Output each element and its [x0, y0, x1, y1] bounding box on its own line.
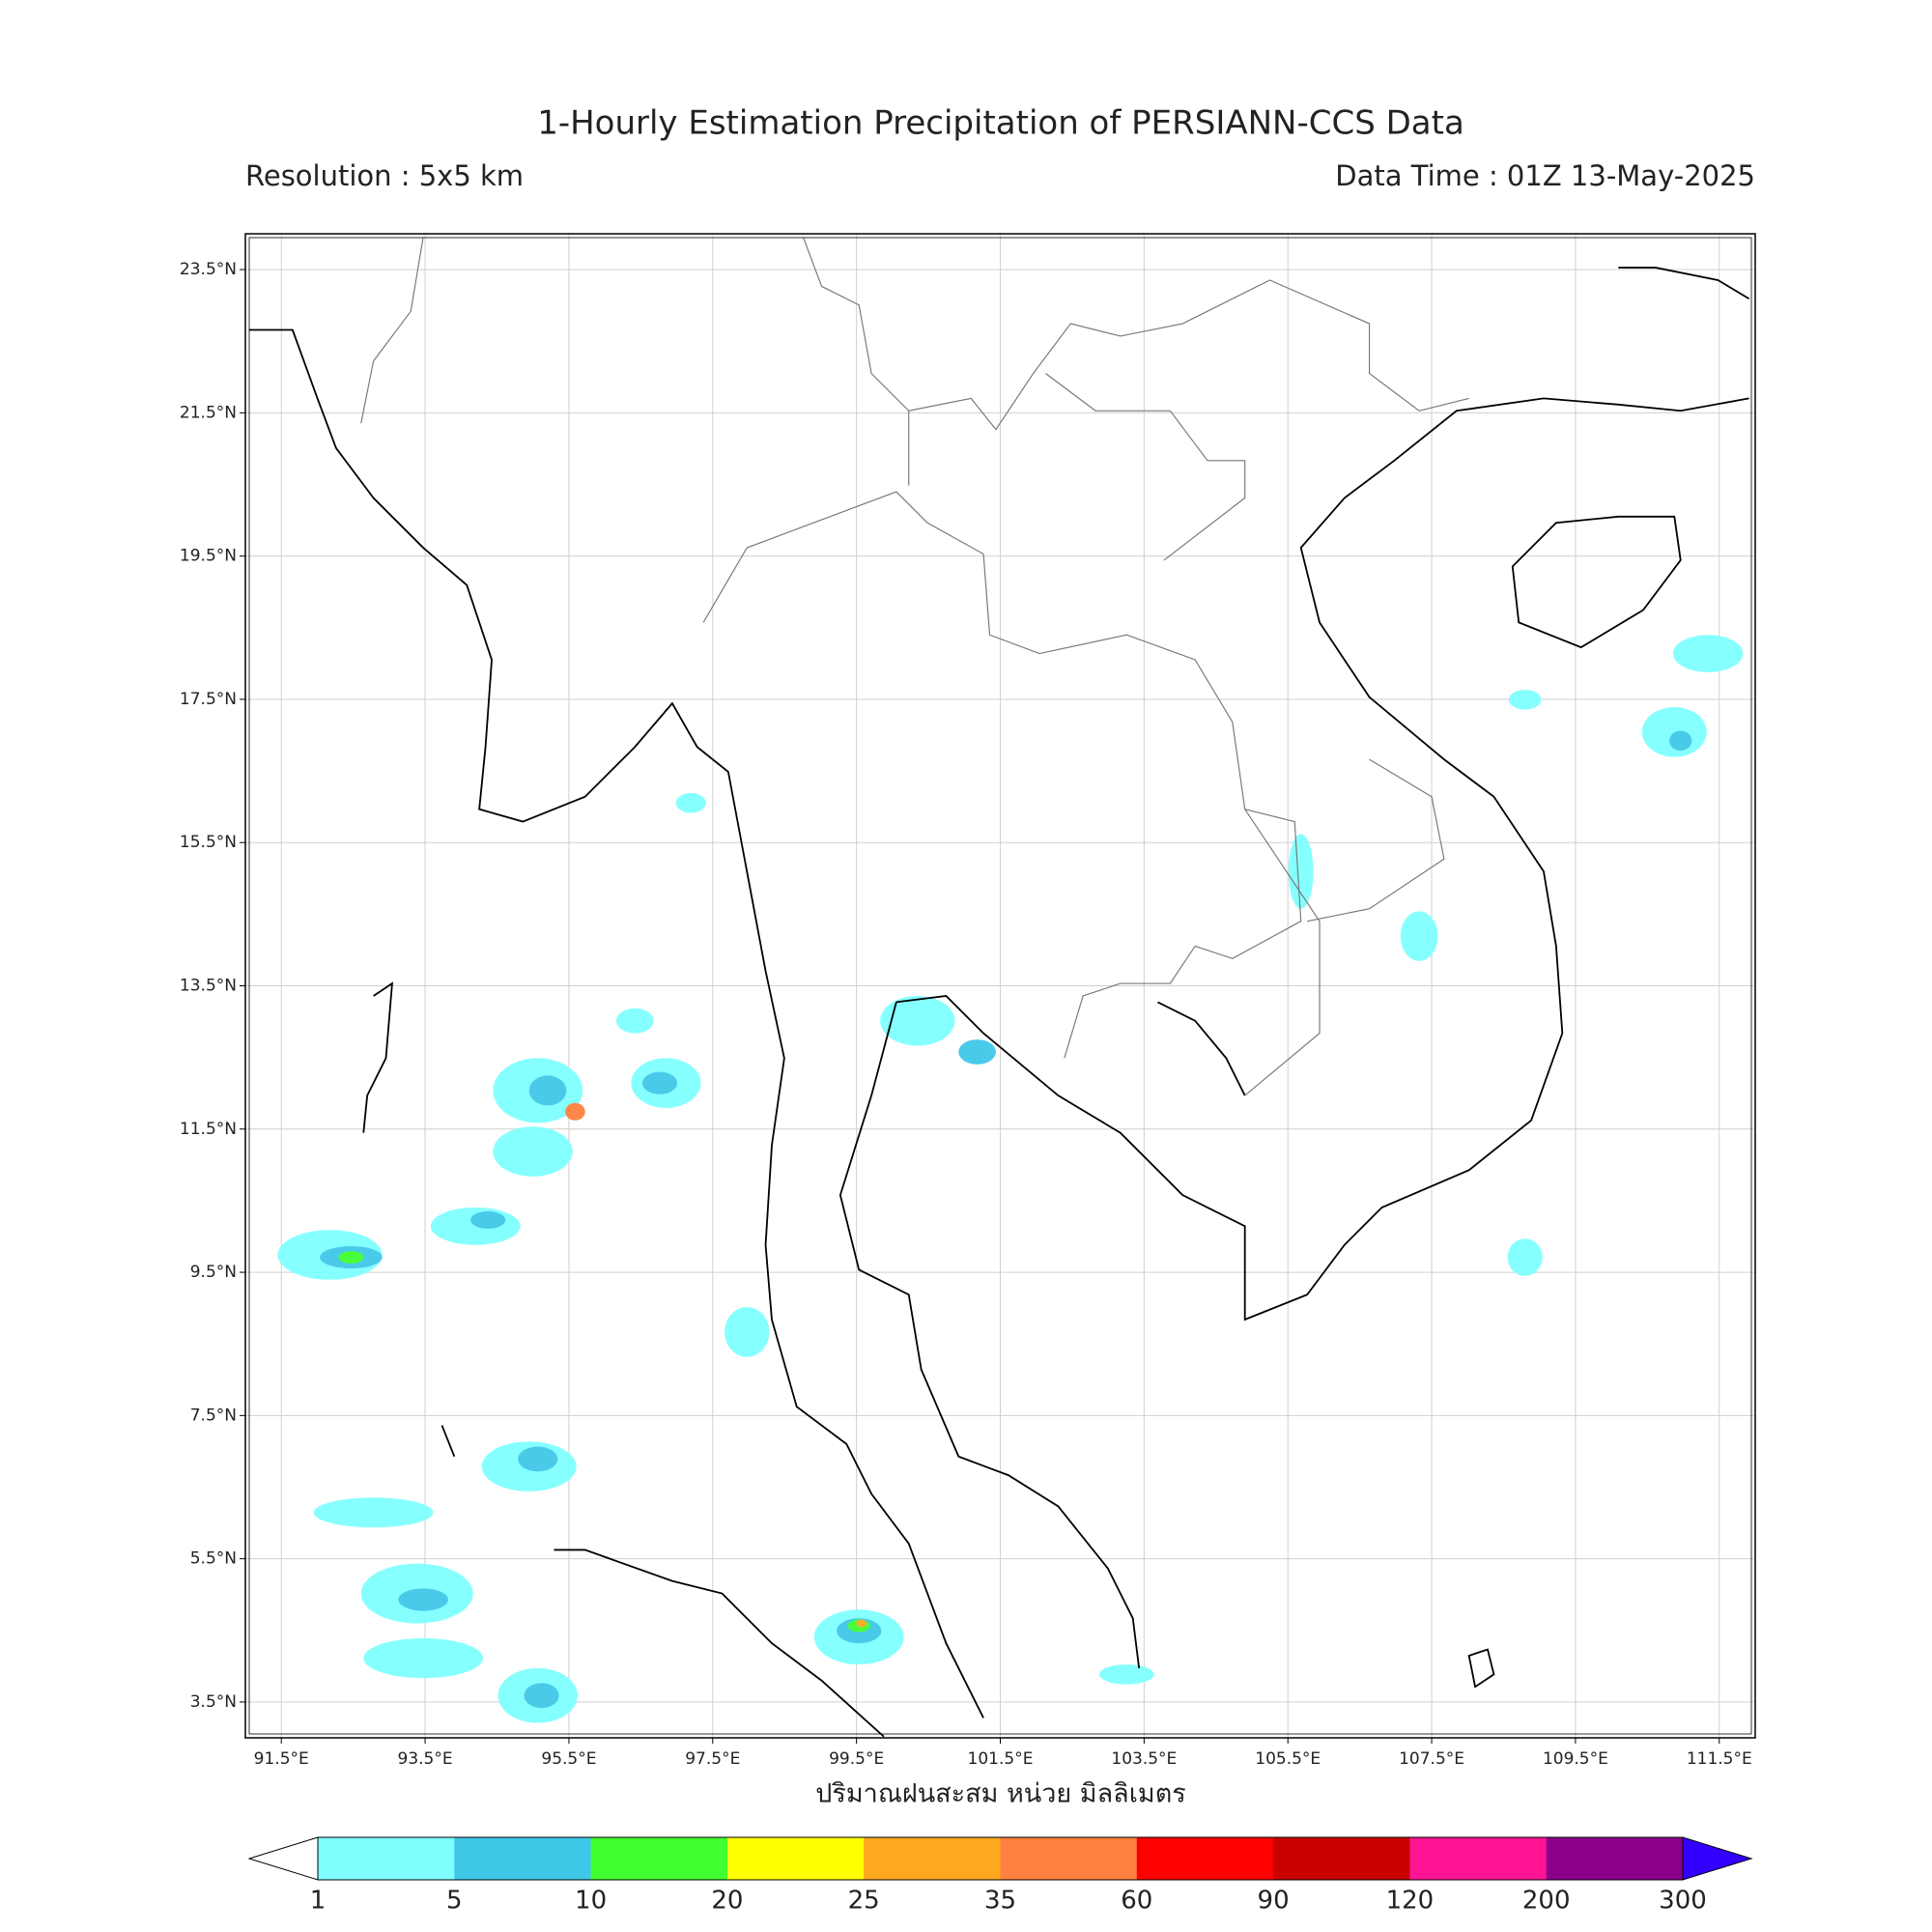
colorbar-bin [1546, 1837, 1684, 1880]
colorbar-bin [454, 1837, 592, 1880]
x-tick-label: 95.5°E [541, 1749, 596, 1769]
colorbar-bin [864, 1837, 1001, 1880]
colorbar-tick-label: 120 [1386, 1887, 1435, 1916]
y-tick-label: 11.5°N [180, 1120, 237, 1139]
colorbar-tick-label: 20 [711, 1887, 743, 1916]
colorbar-bin [726, 1837, 865, 1880]
colorbar-bin [1409, 1837, 1548, 1880]
x-tick-label: 97.5°E [685, 1749, 740, 1769]
colorbar-tick-label: 25 [848, 1887, 880, 1916]
colorbar-bin [590, 1837, 728, 1880]
title: 1-Hourly Estimation Precipitation of PER… [537, 104, 1464, 143]
map-frame [244, 233, 1756, 1739]
x-tick-label: 111.5°E [1687, 1749, 1752, 1769]
colorbar-label: ปริมาณฝนสะสม หน่วย มิลลิเมตร [815, 1779, 1186, 1809]
colorbar-tick-label: 5 [446, 1887, 463, 1916]
colorbar-tick-label: 1 [310, 1887, 327, 1916]
colorbar-bin [318, 1837, 455, 1880]
map-features [248, 236, 1750, 1738]
y-tick-label: 7.5°N [190, 1406, 237, 1425]
x-tick-label: 93.5°E [398, 1749, 453, 1769]
colorbar-over [1682, 1836, 1753, 1881]
colorbar-bin [1136, 1837, 1274, 1880]
x-tick-label: 91.5°E [254, 1749, 309, 1769]
colorbar-frame [317, 1836, 1684, 1881]
x-tick-label: 109.5°E [1543, 1749, 1608, 1769]
precip-areas [277, 635, 1744, 1723]
map: 91.5°E 93.5°E 95.5°E 97.5°E 99.5°E 101.5°E 103… [180, 233, 1756, 1769]
colorbar-bin [1000, 1837, 1138, 1880]
coastlines [248, 267, 1750, 1738]
colorbar-tick-label: 200 [1522, 1887, 1571, 1916]
colorbar-bin [1273, 1837, 1410, 1880]
y-tick-label: 13.5°N [180, 977, 237, 996]
y-tick-label: 19.5°N [180, 547, 237, 566]
y-tick-label: 21.5°N [180, 403, 237, 422]
y-tick-label: 9.5°N [190, 1263, 237, 1282]
map-frame-inner [248, 237, 1752, 1735]
data-time: Data Time : 01Z 13-May-2025 [1335, 159, 1755, 192]
colorbar-tick-label: 10 [575, 1887, 607, 1916]
colorbar-tick-label: 90 [1258, 1887, 1290, 1916]
x-tick-label: 101.5°E [968, 1749, 1034, 1769]
y-tick-label: 23.5°N [180, 260, 237, 279]
colorbar: 1 5 10 20 25 35 60 90 120 200 300 [247, 1836, 1753, 1916]
x-tick-label: 99.5°E [829, 1749, 884, 1769]
colorbar-tick-label: 60 [1121, 1887, 1152, 1916]
borders [360, 236, 1469, 1096]
resolution: Resolution : 5x5 km [245, 159, 524, 192]
y-tick-label: 15.5°N [180, 833, 237, 852]
colorbar-tick-label: 35 [984, 1887, 1016, 1916]
y-tick-label: 5.5°N [190, 1549, 237, 1569]
y-tick-label: 3.5°N [190, 1692, 237, 1712]
colorbar-under [247, 1836, 319, 1881]
x-tick-label: 107.5°E [1399, 1749, 1464, 1769]
x-tick-label: 103.5°E [1111, 1749, 1177, 1769]
x-tick-label: 105.5°E [1255, 1749, 1321, 1769]
colorbar-tick-label: 300 [1659, 1887, 1707, 1916]
y-tick-label: 17.5°N [180, 690, 237, 709]
